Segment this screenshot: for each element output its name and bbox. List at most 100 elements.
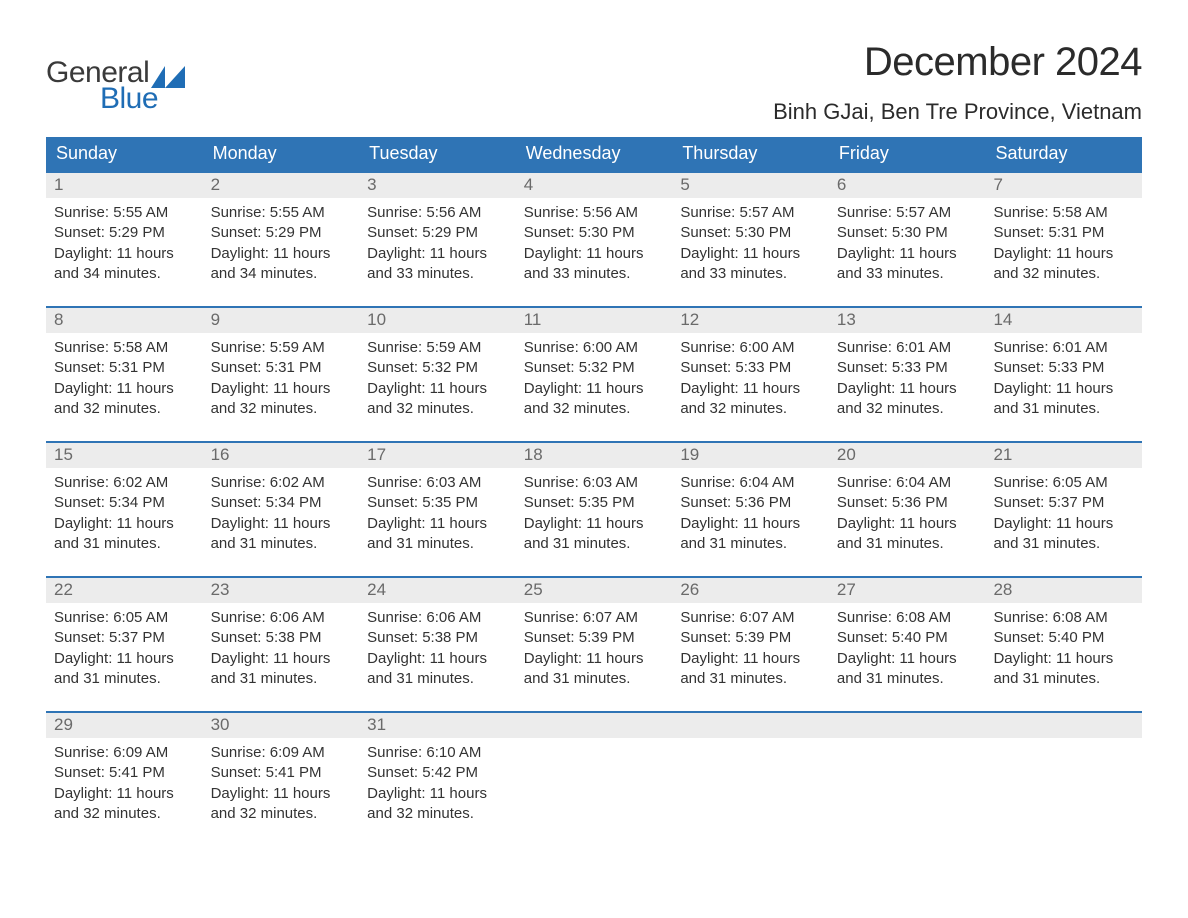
- day-body: Sunrise: 6:06 AMSunset: 5:38 PMDaylight:…: [203, 603, 360, 695]
- calendar-day: 10Sunrise: 5:59 AMSunset: 5:32 PMDayligh…: [359, 308, 516, 425]
- sunset-line: Sunset: 5:32 PM: [524, 358, 665, 378]
- calendar-day: 23Sunrise: 6:06 AMSunset: 5:38 PMDayligh…: [203, 578, 360, 695]
- month-title: December 2024: [773, 40, 1142, 85]
- sunrise-line: Sunrise: 6:07 AM: [524, 608, 665, 628]
- day-number: 12: [672, 308, 829, 333]
- day-number: 11: [516, 308, 673, 333]
- day-body: Sunrise: 5:57 AMSunset: 5:30 PMDaylight:…: [829, 198, 986, 290]
- day-number: 4: [516, 173, 673, 198]
- daylight-line: and 32 minutes.: [680, 399, 821, 419]
- daylight-line: Daylight: 11 hours: [54, 649, 195, 669]
- sunrise-line: Sunrise: 5:56 AM: [367, 203, 508, 223]
- daylight-line: Daylight: 11 hours: [680, 649, 821, 669]
- daylight-line: Daylight: 11 hours: [211, 244, 352, 264]
- sunrise-line: Sunrise: 5:57 AM: [837, 203, 978, 223]
- weeks-container: 1Sunrise: 5:55 AMSunset: 5:29 PMDaylight…: [46, 171, 1142, 830]
- sunrise-line: Sunrise: 6:10 AM: [367, 743, 508, 763]
- daylight-line: Daylight: 11 hours: [524, 514, 665, 534]
- daylight-line: and 31 minutes.: [993, 669, 1134, 689]
- sunset-line: Sunset: 5:40 PM: [993, 628, 1134, 648]
- day-header: Monday: [203, 137, 360, 171]
- daylight-line: and 31 minutes.: [211, 669, 352, 689]
- sunrise-line: Sunrise: 5:59 AM: [211, 338, 352, 358]
- calendar-week: 15Sunrise: 6:02 AMSunset: 5:34 PMDayligh…: [46, 441, 1142, 560]
- daylight-line: Daylight: 11 hours: [837, 244, 978, 264]
- day-number: 2: [203, 173, 360, 198]
- sunset-line: Sunset: 5:29 PM: [211, 223, 352, 243]
- daylight-line: and 31 minutes.: [524, 669, 665, 689]
- sunset-line: Sunset: 5:36 PM: [837, 493, 978, 513]
- calendar-week: 22Sunrise: 6:05 AMSunset: 5:37 PMDayligh…: [46, 576, 1142, 695]
- calendar-day: 24Sunrise: 6:06 AMSunset: 5:38 PMDayligh…: [359, 578, 516, 695]
- daylight-line: Daylight: 11 hours: [367, 379, 508, 399]
- sunrise-line: Sunrise: 6:00 AM: [680, 338, 821, 358]
- sunrise-line: Sunrise: 6:01 AM: [993, 338, 1134, 358]
- daylight-line: and 32 minutes.: [211, 804, 352, 824]
- daylight-line: Daylight: 11 hours: [524, 244, 665, 264]
- day-body: Sunrise: 6:07 AMSunset: 5:39 PMDaylight:…: [516, 603, 673, 695]
- day-number: 18: [516, 443, 673, 468]
- sunset-line: Sunset: 5:41 PM: [211, 763, 352, 783]
- calendar-day: 16Sunrise: 6:02 AMSunset: 5:34 PMDayligh…: [203, 443, 360, 560]
- daylight-line: Daylight: 11 hours: [680, 379, 821, 399]
- day-body: Sunrise: 6:07 AMSunset: 5:39 PMDaylight:…: [672, 603, 829, 695]
- day-number: 14: [985, 308, 1142, 333]
- calendar-day: 15Sunrise: 6:02 AMSunset: 5:34 PMDayligh…: [46, 443, 203, 560]
- day-body: Sunrise: 6:01 AMSunset: 5:33 PMDaylight:…: [829, 333, 986, 425]
- sunset-line: Sunset: 5:39 PM: [680, 628, 821, 648]
- daylight-line: and 32 minutes.: [54, 399, 195, 419]
- daylight-line: and 31 minutes.: [54, 669, 195, 689]
- sunset-line: Sunset: 5:31 PM: [54, 358, 195, 378]
- day-body: Sunrise: 6:03 AMSunset: 5:35 PMDaylight:…: [516, 468, 673, 560]
- sunrise-line: Sunrise: 6:04 AM: [837, 473, 978, 493]
- day-number: .: [516, 713, 673, 738]
- day-body: Sunrise: 6:01 AMSunset: 5:33 PMDaylight:…: [985, 333, 1142, 425]
- day-number: .: [672, 713, 829, 738]
- calendar-day: 9Sunrise: 5:59 AMSunset: 5:31 PMDaylight…: [203, 308, 360, 425]
- day-body: Sunrise: 6:06 AMSunset: 5:38 PMDaylight:…: [359, 603, 516, 695]
- calendar-day: 17Sunrise: 6:03 AMSunset: 5:35 PMDayligh…: [359, 443, 516, 560]
- sunset-line: Sunset: 5:32 PM: [367, 358, 508, 378]
- sunrise-line: Sunrise: 5:58 AM: [993, 203, 1134, 223]
- calendar-day: 11Sunrise: 6:00 AMSunset: 5:32 PMDayligh…: [516, 308, 673, 425]
- sunrise-line: Sunrise: 6:03 AM: [367, 473, 508, 493]
- sunrise-line: Sunrise: 5:56 AM: [524, 203, 665, 223]
- calendar-day: 21Sunrise: 6:05 AMSunset: 5:37 PMDayligh…: [985, 443, 1142, 560]
- sunrise-line: Sunrise: 6:07 AM: [680, 608, 821, 628]
- sunrise-line: Sunrise: 6:05 AM: [993, 473, 1134, 493]
- sunset-line: Sunset: 5:33 PM: [993, 358, 1134, 378]
- daylight-line: Daylight: 11 hours: [54, 784, 195, 804]
- day-body: Sunrise: 5:55 AMSunset: 5:29 PMDaylight:…: [203, 198, 360, 290]
- calendar-day: 7Sunrise: 5:58 AMSunset: 5:31 PMDaylight…: [985, 173, 1142, 290]
- day-body: Sunrise: 6:04 AMSunset: 5:36 PMDaylight:…: [829, 468, 986, 560]
- daylight-line: Daylight: 11 hours: [367, 244, 508, 264]
- sunrise-line: Sunrise: 5:55 AM: [211, 203, 352, 223]
- sunset-line: Sunset: 5:34 PM: [54, 493, 195, 513]
- sunrise-line: Sunrise: 6:09 AM: [54, 743, 195, 763]
- daylight-line: and 31 minutes.: [367, 669, 508, 689]
- day-number: 23: [203, 578, 360, 603]
- day-number: 30: [203, 713, 360, 738]
- sunset-line: Sunset: 5:30 PM: [680, 223, 821, 243]
- day-header: Wednesday: [516, 137, 673, 171]
- calendar-day: 5Sunrise: 5:57 AMSunset: 5:30 PMDaylight…: [672, 173, 829, 290]
- calendar-day: 2Sunrise: 5:55 AMSunset: 5:29 PMDaylight…: [203, 173, 360, 290]
- sunrise-line: Sunrise: 5:58 AM: [54, 338, 195, 358]
- day-number: 21: [985, 443, 1142, 468]
- sunset-line: Sunset: 5:29 PM: [54, 223, 195, 243]
- day-body: Sunrise: 6:04 AMSunset: 5:36 PMDaylight:…: [672, 468, 829, 560]
- day-header: Friday: [829, 137, 986, 171]
- daylight-line: Daylight: 11 hours: [211, 514, 352, 534]
- daylight-line: Daylight: 11 hours: [837, 649, 978, 669]
- sunset-line: Sunset: 5:40 PM: [837, 628, 978, 648]
- daylight-line: Daylight: 11 hours: [680, 514, 821, 534]
- calendar-day: 1Sunrise: 5:55 AMSunset: 5:29 PMDaylight…: [46, 173, 203, 290]
- calendar-day: .: [829, 713, 986, 830]
- sunset-line: Sunset: 5:39 PM: [524, 628, 665, 648]
- daylight-line: Daylight: 11 hours: [211, 649, 352, 669]
- daylight-line: and 33 minutes.: [367, 264, 508, 284]
- day-body: Sunrise: 5:56 AMSunset: 5:29 PMDaylight:…: [359, 198, 516, 290]
- sunrise-line: Sunrise: 6:02 AM: [211, 473, 352, 493]
- top-row: General Blue December 2024 Binh GJai, Be…: [46, 40, 1142, 125]
- daylight-line: and 32 minutes.: [211, 399, 352, 419]
